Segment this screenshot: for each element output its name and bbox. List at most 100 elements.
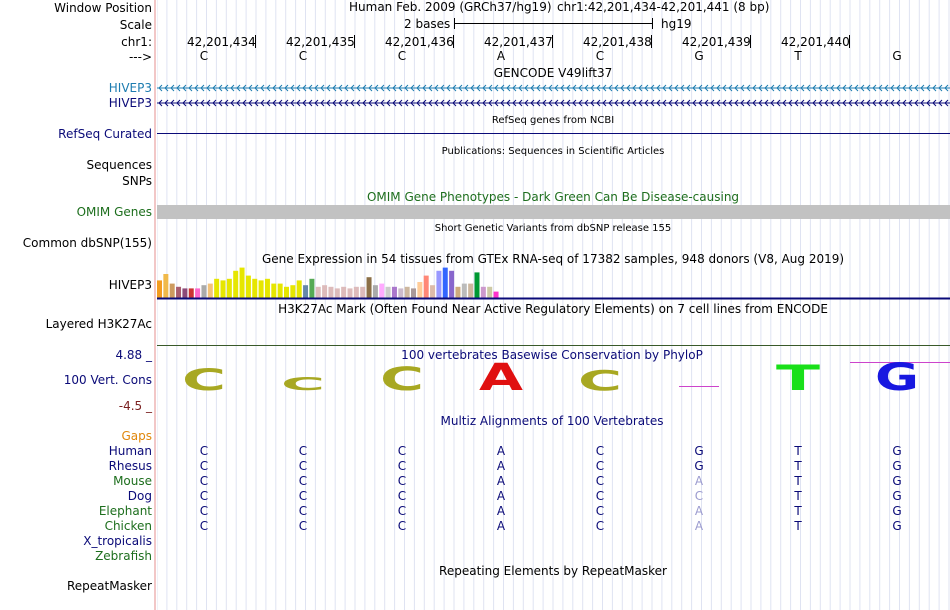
gtex-bar[interactable] — [379, 283, 385, 298]
gtex-bar[interactable] — [201, 285, 207, 298]
gtex-bar[interactable] — [233, 270, 239, 298]
gtex-bar[interactable] — [252, 278, 258, 298]
refseq-gene-line[interactable] — [157, 133, 950, 134]
repeatmasker-label[interactable]: RepeatMasker — [66, 579, 152, 593]
snps-label[interactable]: SNPs — [122, 174, 152, 188]
gtex-bar[interactable] — [366, 277, 372, 298]
species-label[interactable]: X_tropicalis — [83, 534, 152, 548]
dbsnp-label[interactable]: Common dbSNP(155) — [22, 236, 152, 250]
gtex-label[interactable]: HIVEP3 — [108, 278, 152, 292]
strand-arrow — [494, 84, 499, 92]
sequences-label[interactable]: Sequences — [86, 158, 152, 172]
gtex-bar[interactable] — [341, 286, 347, 298]
gtex-bar[interactable] — [322, 285, 328, 298]
species-label[interactable]: Mouse — [113, 474, 152, 488]
strand-arrow — [632, 99, 637, 107]
strand-arrow — [482, 84, 487, 92]
gtex-bar[interactable] — [436, 270, 442, 298]
alignment-base: C — [199, 444, 209, 458]
gtex-bar[interactable] — [309, 278, 315, 298]
gtex-bar[interactable] — [461, 283, 467, 298]
gtex-bar[interactable] — [353, 286, 359, 298]
strand-arrow — [770, 99, 775, 107]
gtex-bar[interactable] — [442, 267, 448, 298]
gtex-bar[interactable] — [195, 288, 201, 298]
cons-title: 100 vertebrates Basewise Conservation by… — [401, 348, 703, 362]
cons-label[interactable]: 100 Vert. Cons — [63, 373, 152, 387]
gtex-bar[interactable] — [455, 286, 461, 298]
gtex-bar[interactable] — [328, 286, 334, 298]
gtex-bar[interactable] — [271, 283, 277, 298]
gtex-bar[interactable] — [303, 285, 309, 298]
species-label[interactable]: Rhesus — [108, 459, 152, 473]
species-label[interactable]: Zebrafish — [95, 549, 152, 563]
omim-bar[interactable] — [157, 205, 950, 219]
strand-arrow — [284, 84, 289, 92]
scale-db: hg19 — [661, 17, 692, 31]
reference-base: G — [892, 49, 902, 63]
gtex-bar[interactable] — [284, 286, 289, 298]
scale-bar-right-tick — [652, 18, 653, 29]
gtex-bar[interactable] — [334, 288, 340, 298]
gtex-bar[interactable] — [417, 282, 423, 298]
gtex-bar[interactable] — [296, 280, 302, 298]
gtex-bar[interactable] — [163, 274, 169, 298]
gtex-bar[interactable] — [182, 288, 188, 298]
gtex-bar[interactable] — [391, 286, 397, 298]
alignment-base: A — [694, 504, 704, 518]
strand-arrow — [500, 84, 505, 92]
refseq-label[interactable]: RefSeq Curated — [58, 127, 152, 141]
alignment-base: C — [298, 504, 308, 518]
gtex-bar[interactable] — [239, 267, 245, 298]
species-label[interactable]: Human — [108, 444, 152, 458]
gencode-transcripts[interactable] — [157, 82, 950, 110]
gtex-bar[interactable] — [385, 286, 391, 298]
strand-arrow — [380, 99, 385, 107]
species-label[interactable]: Chicken — [104, 519, 152, 533]
omim-title: OMIM Gene Phenotypes - Dark Green Can Be… — [366, 190, 740, 204]
gtex-bar[interactable] — [315, 286, 321, 298]
gtex-bar[interactable] — [258, 280, 264, 298]
gtex-bar[interactable] — [480, 286, 486, 298]
gtex-bar[interactable] — [474, 272, 480, 298]
gtex-bar[interactable] — [188, 288, 194, 298]
gtex-bar[interactable] — [226, 278, 232, 298]
omim-label[interactable]: OMIM Genes — [76, 205, 152, 219]
strand-arrow — [932, 99, 937, 107]
gtex-bar[interactable] — [398, 288, 404, 298]
gtex-bar[interactable] — [423, 275, 429, 298]
strand-arrow — [590, 84, 595, 92]
gtex-bar[interactable] — [430, 285, 436, 298]
gtex-bar[interactable] — [493, 291, 499, 298]
gtex-bar-chart[interactable] — [157, 266, 950, 300]
gaps-label[interactable]: Gaps — [121, 429, 152, 443]
gtex-bar[interactable] — [157, 280, 162, 298]
gtex-bar[interactable] — [372, 285, 378, 298]
gencode-gene-label-1[interactable]: HIVEP3 — [108, 81, 152, 95]
gtex-bar[interactable] — [404, 286, 410, 298]
gtex-bar[interactable] — [207, 283, 213, 298]
gtex-bar[interactable] — [290, 285, 296, 298]
gencode-gene-label-2[interactable]: HIVEP3 — [108, 96, 152, 110]
gtex-bar[interactable] — [214, 278, 220, 298]
gtex-bar[interactable] — [449, 270, 455, 298]
gtex-bar[interactable] — [277, 283, 283, 298]
gtex-bar[interactable] — [245, 275, 251, 298]
h3k27ac-label[interactable]: Layered H3K27Ac — [45, 317, 152, 331]
gtex-bar[interactable] — [468, 283, 474, 298]
gtex-bar[interactable] — [264, 278, 270, 298]
gtex-bar[interactable] — [220, 280, 226, 298]
species-label[interactable]: Dog — [127, 489, 152, 503]
coordinate-tick-label: 42,201,436 — [385, 35, 454, 49]
gtex-bar[interactable] — [487, 286, 493, 298]
gtex-bar[interactable] — [169, 283, 175, 298]
strand-arrow — [824, 84, 829, 92]
gtex-bar[interactable] — [360, 286, 366, 298]
gtex-bar[interactable] — [347, 288, 353, 298]
species-label[interactable]: Elephant — [98, 504, 152, 518]
strand-arrow — [692, 99, 697, 107]
gtex-bar[interactable] — [411, 288, 416, 298]
reference-base: C — [595, 49, 605, 63]
gtex-bar[interactable] — [176, 286, 182, 298]
